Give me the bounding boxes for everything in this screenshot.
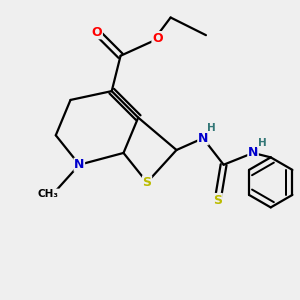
- Text: H: H: [257, 138, 266, 148]
- Text: S: S: [142, 176, 152, 189]
- Text: N: N: [248, 146, 258, 159]
- Text: CH₃: CH₃: [38, 189, 59, 199]
- Text: O: O: [92, 26, 102, 39]
- Text: H: H: [208, 123, 216, 133]
- Text: N: N: [74, 158, 85, 171]
- Text: O: O: [152, 32, 163, 45]
- Text: N: N: [198, 132, 208, 145]
- Text: S: S: [213, 194, 222, 207]
